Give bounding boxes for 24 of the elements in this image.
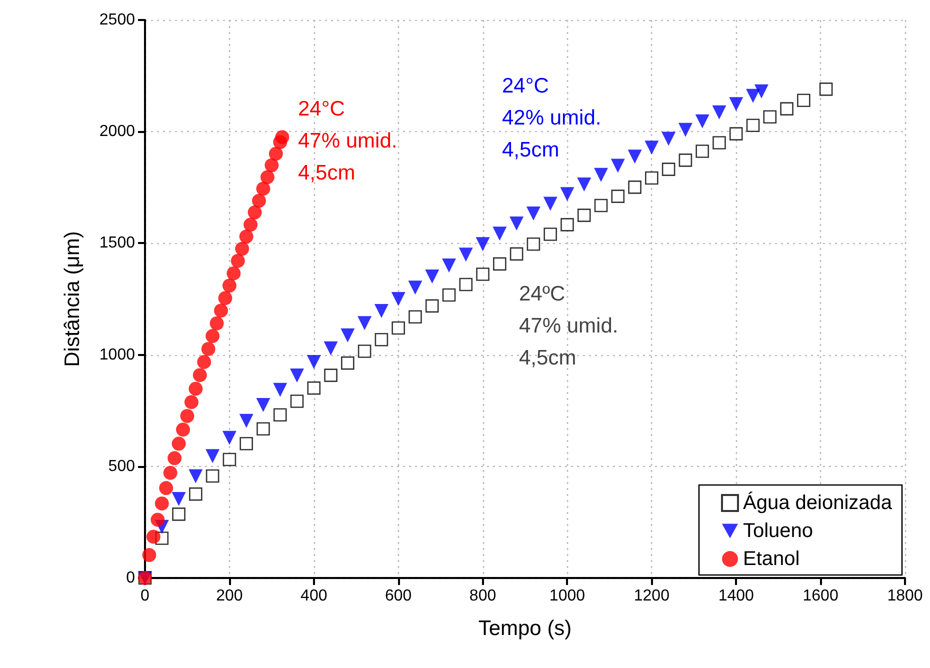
x-tick-label: 200 — [216, 588, 243, 604]
x-tick-label: 1200 — [634, 588, 670, 604]
x-axis-title: Tempo (s) — [478, 617, 572, 640]
y-tick-label: 2500 — [99, 12, 136, 28]
y-tick-label: 500 — [108, 458, 136, 475]
x-tick-label: 1600 — [802, 588, 838, 604]
x-tick-label: 0 — [140, 588, 150, 604]
x-tick-label: 400 — [300, 588, 328, 604]
x-tick-label: 800 — [469, 588, 496, 604]
legend-label: Tolueno — [742, 520, 814, 542]
legend-label: Etanol — [742, 548, 800, 570]
y-axis-title: Distância (μm) — [61, 231, 84, 367]
annotation: 24°C 42% umid. 4,5cm — [502, 74, 602, 162]
x-tick-label: 1400 — [718, 588, 754, 604]
y-tick-label: 2000 — [99, 123, 136, 140]
legend-label: Água deionizada — [742, 491, 893, 514]
x-tick-label: 1800 — [887, 588, 923, 604]
annotation: 24ºC 47% umid. 4,5cm — [519, 282, 618, 370]
annotation: 24°C 47% umid. 4,5cm — [298, 98, 398, 184]
y-tick-label: 1000 — [99, 346, 136, 364]
y-tick-label: 1500 — [99, 234, 136, 252]
x-tick-label: 1000 — [549, 588, 586, 604]
y-tick-label: 0 — [126, 570, 136, 586]
x-tick-label: 600 — [384, 588, 412, 604]
